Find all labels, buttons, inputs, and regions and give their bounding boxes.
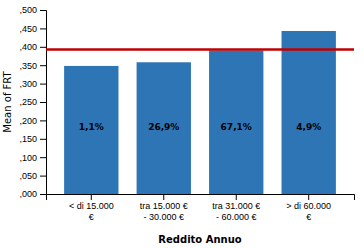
x-tick-label-line: € bbox=[306, 212, 311, 222]
x-tick: tra 31.000 €- 60.000 € bbox=[212, 194, 260, 222]
bar-annotation: 26,9% bbox=[148, 122, 179, 132]
x-axis-title: Reddito Annuo bbox=[158, 234, 241, 245]
y-tick-mark bbox=[40, 120, 46, 121]
y-axis-title: Mean of FRT bbox=[2, 70, 13, 132]
x-tick: tra 15.000 €- 30.000 € bbox=[140, 194, 188, 222]
y-tick: ,250 bbox=[19, 97, 46, 107]
bar bbox=[137, 62, 191, 194]
plot-area: ,000 ,050 ,100 ,150 ,200 ,250 ,300 ,350 ,400 ,450… bbox=[19, 5, 354, 221]
y-tick: ,000 bbox=[19, 189, 46, 199]
x-tick-label: < di 15.000€ bbox=[69, 201, 114, 221]
x-tick-label-line: < di 15.000 bbox=[69, 201, 114, 211]
y-tick-label: ,250 bbox=[19, 97, 37, 107]
bar-annotation: 1,1% bbox=[79, 122, 104, 132]
y-tick: ,100 bbox=[19, 153, 46, 163]
y-tick-mark bbox=[40, 102, 46, 103]
y-tick-label: ,350 bbox=[19, 61, 37, 71]
y-tick-label: ,300 bbox=[19, 79, 37, 89]
y-tick-label: ,050 bbox=[19, 171, 37, 181]
x-tick-label-line: tra 31.000 € bbox=[212, 201, 260, 211]
y-tick: ,400 bbox=[19, 42, 46, 52]
bars bbox=[46, 31, 354, 194]
y-tick-mark bbox=[40, 47, 46, 48]
y-tick-label: ,100 bbox=[19, 153, 37, 163]
x-tick-label-line: > di 60.000 bbox=[286, 201, 331, 211]
y-tick: ,450 bbox=[19, 24, 46, 34]
x-tick-mark bbox=[236, 194, 237, 200]
bar bbox=[64, 66, 118, 194]
x-axis: < di 15.000€tra 15.000 €- 30.000 €tra 31… bbox=[47, 194, 355, 222]
y-tick-label: ,500 bbox=[19, 5, 37, 15]
y-tick-label: ,200 bbox=[19, 116, 37, 126]
x-tick-label: tra 31.000 €- 60.000 € bbox=[212, 201, 260, 221]
annotations: 1,1% 26,9% 67,1% 4,9% bbox=[79, 122, 321, 132]
x-tick-label-line: - 60.000 € bbox=[216, 212, 257, 222]
y-tick-mark bbox=[40, 194, 46, 195]
x-tick-mark bbox=[163, 194, 164, 200]
y-tick-mark bbox=[40, 84, 46, 85]
x-axis-line bbox=[47, 195, 355, 201]
y-tick-mark bbox=[40, 10, 46, 11]
y-tick: ,050 bbox=[19, 171, 46, 181]
y-tick: ,500 bbox=[19, 5, 46, 15]
y-tick-mark bbox=[40, 139, 46, 140]
x-tick-label: tra 15.000 €- 30.000 € bbox=[140, 201, 188, 221]
y-tick-mark bbox=[40, 28, 46, 29]
x-tick-label-line: € bbox=[89, 212, 94, 222]
x-tick-mark bbox=[91, 194, 92, 200]
y-axis-line bbox=[40, 11, 47, 195]
y-tick: ,150 bbox=[19, 134, 46, 144]
y-tick-label: ,450 bbox=[19, 24, 37, 34]
y-tick: ,350 bbox=[19, 61, 46, 71]
y-axis: ,000 ,050 ,100 ,150 ,200 ,250 ,300 ,350 ,400 ,450… bbox=[19, 5, 46, 199]
x-tick-mark bbox=[308, 194, 309, 200]
y-tick-label: ,150 bbox=[19, 134, 37, 144]
y-tick-mark bbox=[40, 176, 46, 177]
bar bbox=[209, 50, 263, 194]
x-tick-label: > di 60.000€ bbox=[286, 201, 331, 221]
y-tick: ,300 bbox=[19, 79, 46, 89]
y-tick-label: ,000 bbox=[19, 189, 37, 199]
y-tick: ,200 bbox=[19, 116, 46, 126]
x-tick-label-line: - 30.000 € bbox=[143, 212, 184, 222]
bar bbox=[282, 31, 336, 194]
x-tick-label-line: tra 15.000 € bbox=[140, 201, 188, 211]
bar-annotation: 4,9% bbox=[296, 122, 321, 132]
chart: ,000 ,050 ,100 ,150 ,200 ,250 ,300 ,350 ,400 ,450… bbox=[0, 0, 364, 248]
x-tick: > di 60.000€ bbox=[286, 194, 331, 222]
y-tick-mark bbox=[40, 157, 46, 158]
y-tick-label: ,400 bbox=[19, 42, 37, 52]
y-tick-mark bbox=[40, 65, 46, 66]
bar-annotation: 67,1% bbox=[221, 122, 252, 132]
reference-line bbox=[46, 48, 354, 51]
x-tick: < di 15.000€ bbox=[69, 194, 114, 222]
